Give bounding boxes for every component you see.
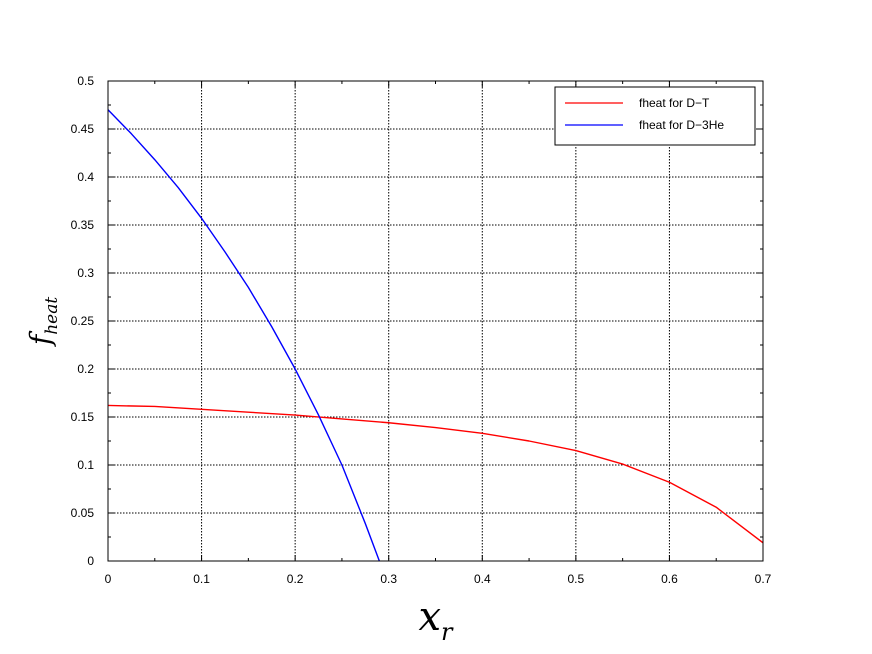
y-tick-label: 0.45 — [71, 122, 95, 136]
x-tick-label: 0.2 — [287, 572, 304, 586]
y-tick-label: 0.3 — [77, 266, 94, 280]
x-tick-label: 0.3 — [380, 572, 397, 586]
series-lines — [107, 109, 764, 562]
x-axis-label-subscript: r — [441, 618, 454, 646]
y-tick-label: 0.05 — [71, 506, 95, 520]
legend-label-dt: fheat for D−T — [639, 96, 710, 110]
x-tick-label: 0.6 — [661, 572, 678, 586]
y-axis-label-subscript: heat — [42, 297, 62, 335]
y-tick-label: 0.35 — [71, 218, 95, 232]
grid-lines — [108, 81, 763, 561]
y-tick-label: 0.2 — [77, 362, 94, 376]
x-tick-label: 0.5 — [568, 572, 585, 586]
legend: fheat for D−T fheat for D−3He — [554, 86, 756, 146]
y-tick-label: 0.25 — [71, 314, 95, 328]
x-tick-label: 0.4 — [474, 572, 491, 586]
y-tick-label: 0.15 — [71, 410, 95, 424]
legend-label-d3he: fheat for D−3He — [639, 118, 724, 132]
x-tick-label: 0 — [105, 572, 112, 586]
y-tick-label: 0.4 — [77, 170, 94, 184]
x-axis-label-main: x — [418, 594, 441, 640]
y-tick-label: 0.1 — [77, 458, 94, 472]
x-axis-label: xr — [418, 594, 454, 646]
x-tick-label: 0.1 — [193, 572, 210, 586]
series-line-d3he — [107, 109, 381, 562]
y-tick-label: 0 — [87, 554, 94, 568]
legend-box — [554, 86, 756, 146]
axis-ticks: 0 0.1 0.2 0.3 0.4 0.5 0.6 0.7 0 0.05 0.1 0.15 0.2 0.2… — [71, 74, 772, 586]
x-tick-label: 0.7 — [755, 572, 772, 586]
y-tick-label: 0.5 — [77, 74, 94, 88]
series-line-dt — [107, 404, 764, 544]
